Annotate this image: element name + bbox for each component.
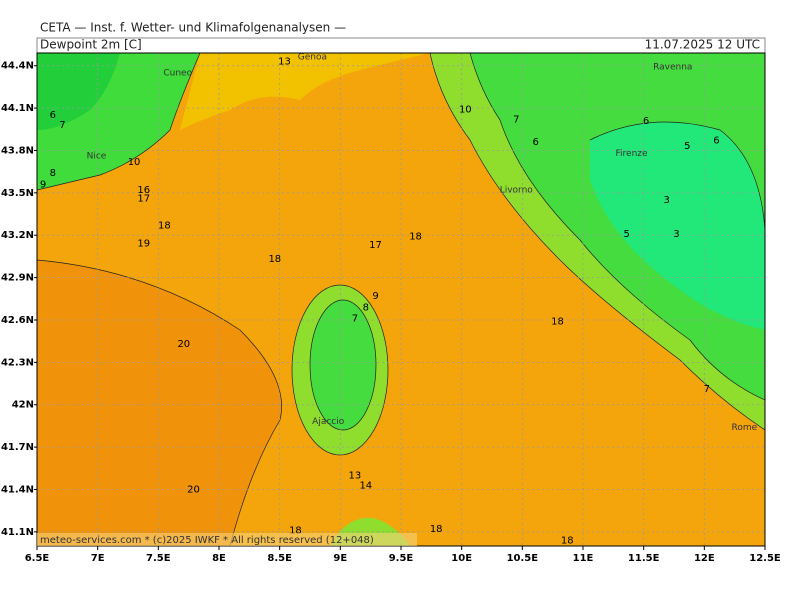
contour-label: 3 [664,195,670,206]
x-tick-label: 7.5E [146,553,171,564]
city-label: Livorno [500,186,534,196]
y-tick-label: 42.3N [1,357,34,368]
y-tick-label: 42N [12,400,34,411]
contour-label: 10 [128,157,141,168]
x-tick-label: 11.5E [628,553,660,564]
contour-label: 19 [137,239,150,250]
contour-label: 10 [459,105,472,116]
x-tick-label: 10E [451,553,472,564]
x-tick-label: 7E [91,553,105,564]
contour-label: 8 [363,302,369,313]
contour-label: 6 [643,116,649,127]
city-label: Firenze [616,149,648,159]
header-title: CETA — Inst. f. Wetter- und Klimafolgena… [40,21,346,35]
contour-label: 3 [673,229,679,240]
x-tick-label: 6.5E [25,553,50,564]
y-tick-label: 43.8N [1,145,34,156]
x-tick-label: 12.5E [749,553,781,564]
y-tick-label: 42.9N [1,273,34,284]
y-tick-label: 42.6N [1,315,34,326]
x-tick-label: 11E [573,553,594,564]
contour-label: 6 [713,136,719,147]
y-tick-label: 44.4N [1,61,34,72]
x-tick-label: 8E [212,553,226,564]
contour-label: 18 [430,524,443,535]
contour-label: 18 [289,525,302,536]
city-label: Genoa [298,53,327,63]
footer: meteo-services.com * (c)2025 IWKF * All … [40,535,374,546]
contour-label: 18 [409,232,422,243]
y-tick-label: 41.1N [1,527,34,538]
contour-label: 5 [623,229,629,240]
city-label: Cuneo [163,68,192,78]
contour-label: 5 [684,141,690,152]
contour-label: 7 [59,120,65,131]
x-tick-label: 12E [694,553,715,564]
y-tick-label: 43.5N [1,188,34,199]
contour-label: 17 [369,240,382,251]
contour-label: 8 [50,168,56,179]
contour-label: 17 [137,193,150,204]
contour-label: 13 [278,56,291,67]
contour-label: 6 [532,137,538,148]
contour-label: 18 [551,316,564,327]
x-tick-label: 9.5E [389,553,414,564]
y-tick-label: 43.2N [1,230,34,241]
contour-label: 20 [177,339,190,350]
city-label: Rome [732,423,758,433]
valid-time: 11.07.2025 12 UTC [645,38,760,52]
contour-label: 20 [187,484,200,495]
product: Dewpoint 2m [C] [40,38,142,52]
city-label: Ravenna [653,63,692,73]
footer-bg [37,533,417,546]
contour-label: 7 [704,384,710,395]
contour-label: 16 [137,185,150,196]
x-tick-label: 9E [333,553,347,564]
contour-label: 14 [359,480,372,491]
contour-label: 6 [50,110,56,121]
contour-label: 13 [349,470,362,481]
x-tick-label: 10.5E [507,553,539,564]
contour-label: 9 [372,291,378,302]
y-tick-label: 41.7N [1,442,34,453]
contour-label: 7 [352,314,358,325]
overlay: 6.5E 7E 7.5E 8E 8.5E 9E 9.5E 10E 10.5E 11E 11.5E 12… [1,53,781,564]
contour-label: 18 [561,535,574,546]
contour-label: 7 [513,114,519,125]
y-tick-label: 44.1N [1,103,34,114]
city-label: Nice [87,152,107,162]
contour-label: 18 [158,220,171,231]
contour-label: 18 [268,254,281,265]
city-label: Ajaccio [312,417,345,427]
contour-label: 9 [40,179,46,190]
y-tick-label: 41.4N [1,484,34,495]
x-tick-label: 8.5E [267,553,292,564]
